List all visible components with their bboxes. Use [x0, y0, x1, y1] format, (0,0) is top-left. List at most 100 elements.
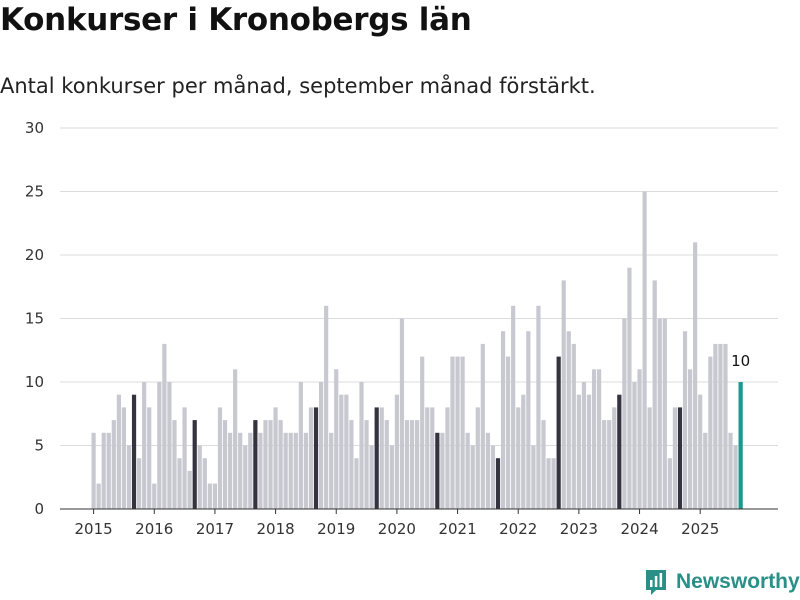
bar: [318, 382, 324, 509]
bar: [713, 343, 718, 509]
bar: [657, 318, 662, 509]
bar: [212, 483, 218, 509]
bar: [526, 331, 531, 509]
bar: [222, 420, 228, 509]
x-axis-ticks: 2015 2016 2017 2018 2019 2020 2021 2022 2023 2024…: [75, 509, 719, 538]
bar: [404, 420, 410, 509]
bar: [339, 394, 344, 509]
bar: [612, 407, 617, 509]
bar: [217, 407, 223, 509]
bar: [227, 432, 233, 509]
x-tick-label: 2020: [378, 520, 416, 538]
bar-latest: [738, 382, 743, 509]
y-tick-label: 25: [25, 183, 44, 201]
bar: [566, 331, 571, 509]
bar-september: [435, 432, 440, 509]
x-tick-label: 2023: [560, 520, 598, 538]
bar: [647, 407, 652, 509]
bar: [632, 382, 637, 509]
bar: [288, 432, 293, 509]
bar: [662, 318, 667, 509]
x-tick-label: 2022: [499, 520, 537, 538]
bar: [597, 369, 602, 509]
bar: [202, 458, 207, 509]
bar: [334, 369, 339, 509]
bar: [96, 483, 101, 509]
bars: [91, 191, 743, 510]
bar: [460, 356, 465, 509]
newsworthy-logo[interactable]: Newsworthy: [644, 568, 800, 596]
bar: [278, 420, 283, 509]
bar: [500, 331, 506, 509]
x-tick-label: 2018: [256, 520, 294, 538]
chart-subtitle: Antal konkurser per månad, september mån…: [0, 74, 596, 98]
bar: [162, 343, 167, 509]
bar: [384, 420, 389, 509]
y-tick-label: 30: [25, 119, 44, 137]
bar-september: [131, 394, 137, 509]
bar: [409, 420, 415, 509]
bar: [344, 394, 349, 509]
bar: [172, 420, 177, 509]
bar: [581, 382, 587, 509]
x-tick-label: 2025: [681, 520, 719, 538]
bar: [546, 458, 551, 509]
x-tick-label: 2024: [620, 520, 658, 538]
bar-september: [617, 394, 622, 509]
bar: [308, 407, 314, 509]
bar: [652, 280, 657, 509]
bar: [121, 407, 127, 509]
latest-value-label: 10: [731, 352, 750, 370]
bar: [207, 483, 212, 509]
bar: [480, 343, 485, 509]
brand-name: Newsworthy: [676, 570, 800, 593]
bar: [142, 382, 147, 509]
bar: [329, 432, 334, 509]
bar: [430, 407, 435, 509]
bar: [243, 445, 248, 509]
bar: [536, 305, 541, 509]
bar: [440, 432, 445, 509]
bar: [111, 420, 116, 509]
bar: [389, 445, 394, 509]
bar-september: [374, 407, 379, 509]
bar: [733, 445, 738, 509]
bar: [248, 432, 253, 509]
bar: [591, 369, 597, 509]
bar: [693, 242, 698, 510]
bar: [642, 191, 647, 509]
bar: [187, 470, 192, 509]
bar: [667, 458, 672, 509]
bar: [602, 420, 607, 509]
bar: [359, 382, 364, 509]
bar: [298, 382, 303, 509]
bar: [268, 420, 273, 509]
bar: [324, 305, 329, 509]
bar-september: [677, 407, 683, 509]
bar: [465, 432, 470, 509]
bar: [157, 382, 162, 509]
x-tick-label: 2017: [196, 520, 234, 538]
bar: [379, 407, 384, 509]
bar: [420, 356, 425, 509]
bar: [708, 356, 713, 509]
bar: [455, 356, 460, 509]
x-tick-label: 2021: [438, 520, 476, 538]
bar: [672, 407, 678, 509]
y-tick-label: 10: [25, 373, 44, 391]
bar: [521, 394, 526, 509]
bar: [718, 343, 723, 509]
bar: [637, 369, 642, 509]
bar: [576, 394, 581, 509]
bar-september: [192, 420, 197, 509]
bar: [450, 356, 455, 509]
bar: [126, 445, 132, 509]
bar: [470, 445, 475, 509]
bar: [152, 483, 157, 509]
bar: [571, 343, 576, 509]
bar: [425, 407, 430, 509]
bar: [177, 458, 182, 509]
bar: [728, 432, 733, 509]
bar: [238, 432, 243, 509]
